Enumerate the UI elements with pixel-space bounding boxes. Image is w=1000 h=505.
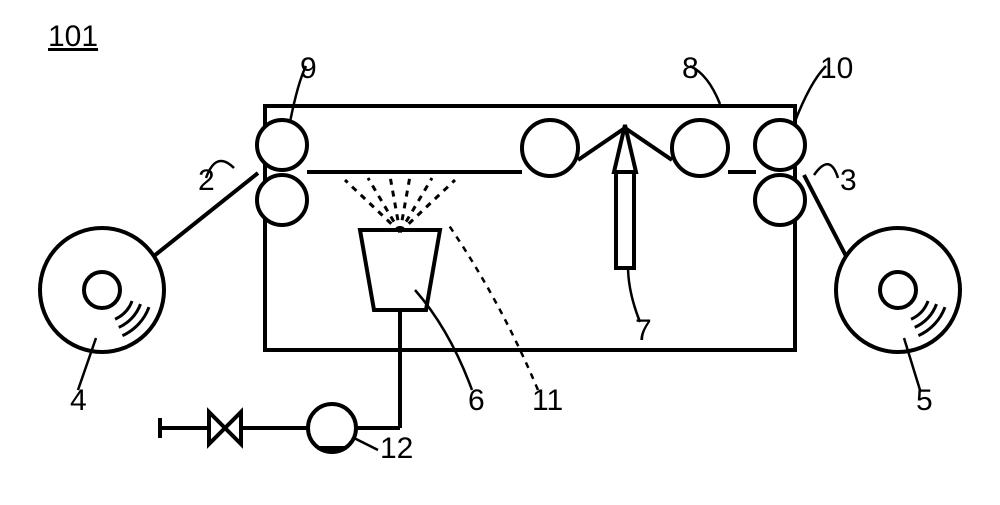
evaporation-crucible bbox=[360, 230, 440, 310]
ref-7: 7 bbox=[635, 314, 652, 347]
ref-12: 12 bbox=[380, 432, 413, 465]
ref-3: 3 bbox=[840, 164, 857, 197]
ref-10: 10 bbox=[820, 52, 853, 85]
schematic-diagram: 101 2 3 4 5 6 7 8 9 10 11 12 bbox=[0, 0, 1000, 505]
takeup-reel bbox=[836, 228, 960, 352]
ref-11: 11 bbox=[532, 384, 563, 417]
supply-piping bbox=[160, 310, 400, 452]
ref-8: 8 bbox=[682, 52, 699, 85]
ref-2: 2 bbox=[198, 164, 215, 197]
supply-reel bbox=[40, 228, 164, 352]
reference-numerals: 2 3 4 5 6 7 8 9 10 11 12 bbox=[70, 52, 933, 465]
ref-6: 6 bbox=[468, 384, 485, 417]
ref-9: 9 bbox=[300, 52, 317, 85]
figure-id-label: 101 bbox=[48, 20, 98, 53]
nip-roller-pair-right bbox=[755, 120, 805, 225]
vapor-spray bbox=[345, 176, 455, 232]
ref-5: 5 bbox=[916, 384, 933, 417]
ref-4: 4 bbox=[70, 384, 87, 417]
blade-stylus bbox=[614, 125, 636, 268]
